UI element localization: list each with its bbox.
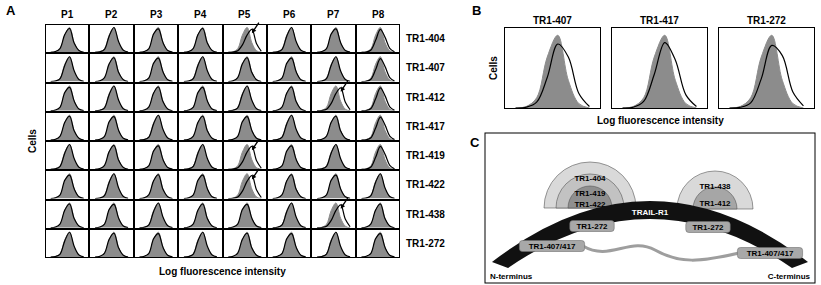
svg-text:C-terminus: C-terminus — [768, 272, 811, 281]
svg-text:TR1-419: TR1-419 — [406, 150, 445, 161]
svg-text:A: A — [6, 3, 16, 18]
svg-text:Cells: Cells — [488, 56, 499, 80]
svg-text:P1: P1 — [61, 9, 74, 20]
svg-text:P8: P8 — [372, 9, 385, 20]
svg-text:TR1-438: TR1-438 — [406, 209, 445, 220]
svg-text:TR1-407/417: TR1-407/417 — [747, 249, 794, 258]
svg-text:P5: P5 — [238, 9, 251, 20]
svg-text:TR1-272: TR1-272 — [406, 238, 445, 249]
svg-text:TR1-419: TR1-419 — [574, 189, 606, 198]
svg-text:Log fluorescence intensity: Log fluorescence intensity — [597, 115, 724, 126]
svg-text:TR1-272: TR1-272 — [576, 222, 608, 231]
svg-text:TR1-422: TR1-422 — [574, 200, 606, 209]
svg-text:C: C — [470, 135, 480, 150]
svg-text:P3: P3 — [150, 9, 163, 20]
svg-text:N-terminus: N-terminus — [490, 272, 533, 281]
svg-text:P2: P2 — [105, 9, 118, 20]
svg-text:Cells: Cells — [27, 129, 38, 153]
svg-text:TR1-412: TR1-412 — [406, 92, 445, 103]
svg-text:P6: P6 — [283, 9, 296, 20]
svg-text:TR1-404: TR1-404 — [574, 174, 606, 183]
svg-text:TRAIL-R1: TRAIL-R1 — [632, 208, 669, 217]
svg-text:TR1-407: TR1-407 — [533, 15, 572, 26]
svg-text:TR1-404: TR1-404 — [406, 33, 445, 44]
svg-text:TR1-412: TR1-412 — [699, 199, 731, 208]
svg-text:TR1-272: TR1-272 — [692, 223, 724, 232]
svg-text:TR1-417: TR1-417 — [640, 15, 679, 26]
svg-text:B: B — [472, 3, 481, 18]
svg-text:TR1-417: TR1-417 — [406, 121, 445, 132]
svg-text:Log fluorescence intensity: Log fluorescence intensity — [159, 266, 286, 277]
svg-text:TR1-407: TR1-407 — [406, 62, 445, 73]
svg-text:TR1-272: TR1-272 — [747, 15, 786, 26]
svg-text:TR1-407/417: TR1-407/417 — [529, 242, 576, 251]
svg-text:TR1-438: TR1-438 — [699, 182, 731, 191]
svg-text:P7: P7 — [327, 9, 340, 20]
svg-text:TR1-422: TR1-422 — [406, 179, 445, 190]
svg-text:P4: P4 — [194, 9, 207, 20]
